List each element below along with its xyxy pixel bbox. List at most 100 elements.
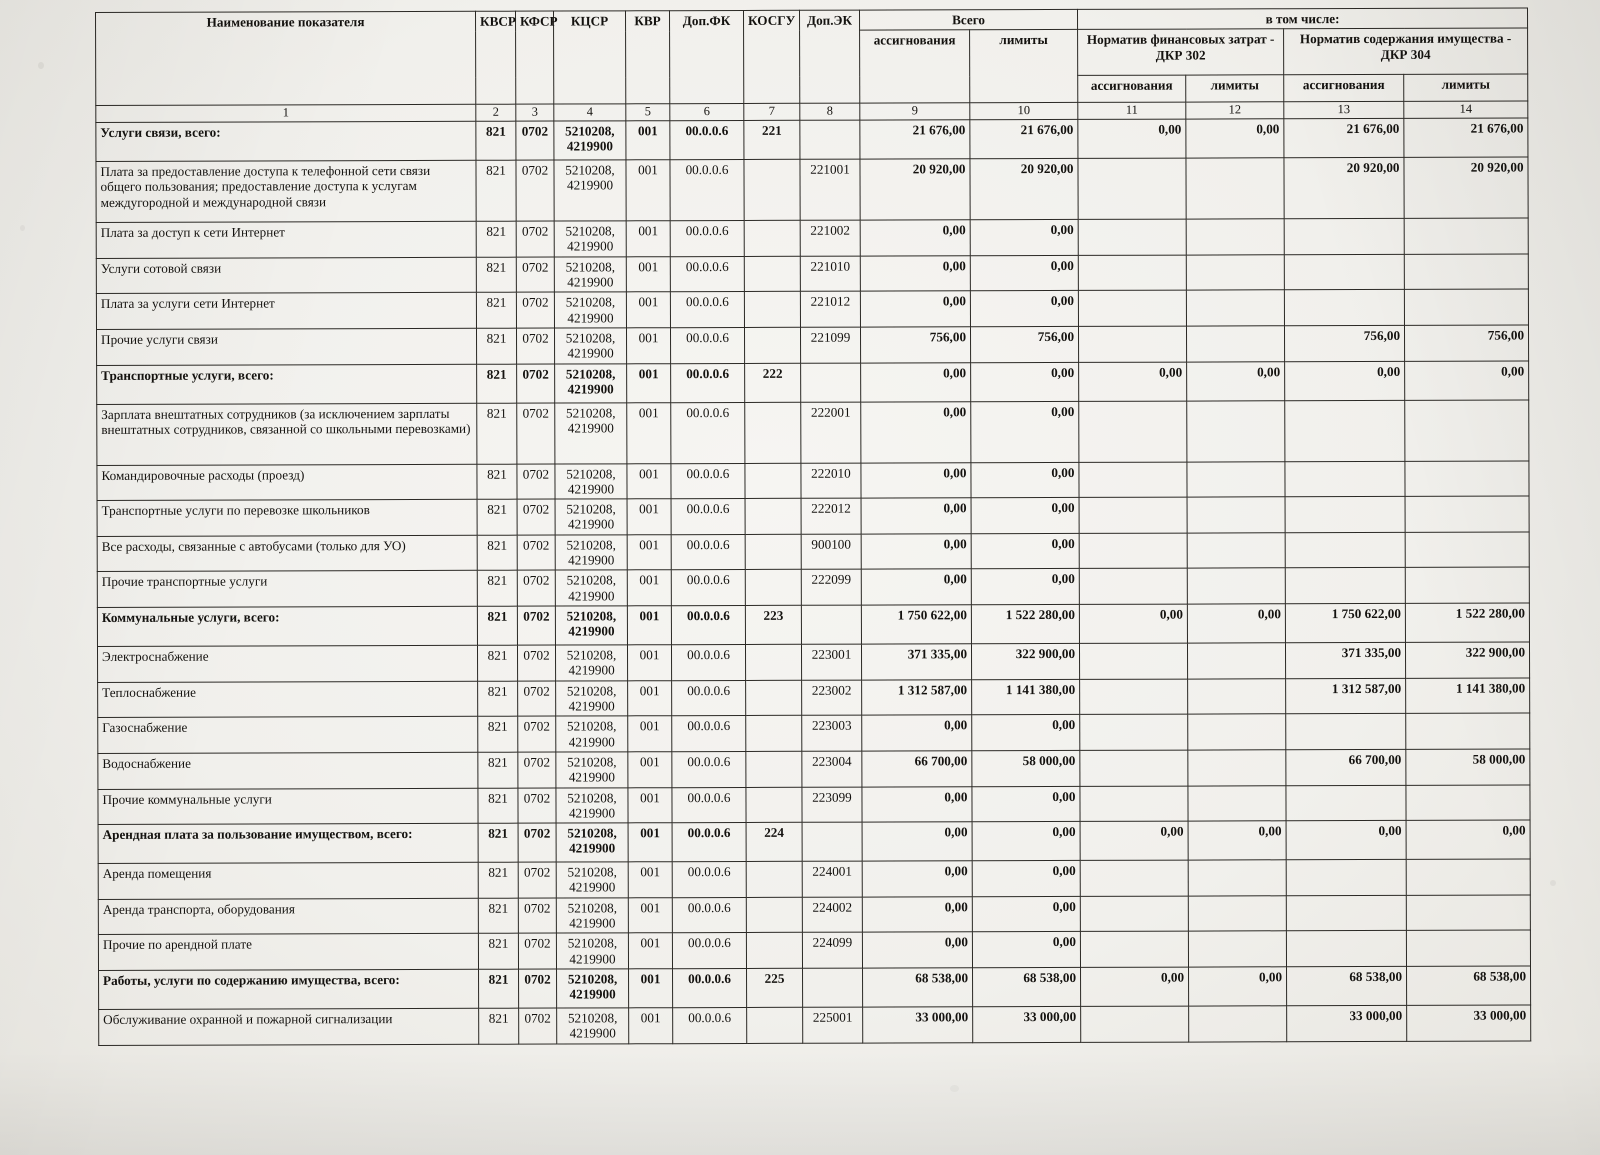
row-dopfk: 00.0.0.6: [670, 256, 745, 292]
kcsr-line-2: 4219900: [569, 951, 616, 967]
kcsr-line-2: 4219900: [569, 840, 616, 856]
row-value-14: [1406, 894, 1531, 931]
col-number-5: 5: [625, 103, 670, 121]
row-name: Обслуживание охранной и пожарной сигнали…: [98, 1008, 479, 1046]
row-value-10: 68 538,00: [972, 967, 1081, 1007]
row-kvsr: 821: [477, 680, 518, 717]
col-number-7: 7: [743, 103, 800, 121]
row-kvr: 001: [627, 787, 673, 823]
row-value-9: 0,00: [862, 932, 973, 969]
row-dopfk: 00.0.0.6: [670, 362, 745, 403]
row-value-9: 0,00: [860, 462, 972, 499]
row-kcsr: 5210208, 4219900: [555, 680, 628, 717]
row-dopek: [802, 822, 863, 862]
row-value-10: 0,00: [972, 860, 1081, 897]
row-kosgu: [744, 462, 802, 499]
row-kvr: 001: [626, 363, 671, 403]
header-304-limits: лимиты: [1403, 73, 1528, 102]
row-value-12: 0,00: [1186, 361, 1285, 401]
kcsr-line-1: 5210208,: [566, 465, 616, 482]
row-kfsr: 0702: [515, 121, 554, 161]
row-value-11: [1079, 532, 1188, 569]
row-kosgu: [744, 291, 801, 328]
row-kvr: 001: [626, 256, 671, 293]
row-value-11: [1078, 461, 1188, 498]
row-value-9: 21 676,00: [859, 119, 970, 160]
row-dopfk: 00.0.0.6: [672, 1007, 747, 1044]
row-value-12: [1187, 496, 1286, 533]
row-value-10: 33 000,00: [972, 1006, 1081, 1043]
row-name: Услуги связи, всего:: [95, 121, 476, 162]
row-value-14: [1405, 713, 1530, 750]
row-value-14: [1406, 930, 1531, 967]
header-norm-304: Норматив содержания имущества - ДКР 304: [1283, 28, 1528, 75]
row-kvr: 001: [626, 220, 671, 257]
row-kvsr: 821: [477, 534, 518, 571]
row-name: Прочие по арендной плате: [98, 933, 479, 971]
row-value-11: [1077, 158, 1187, 220]
row-name: Электроснабжение: [97, 645, 478, 683]
row-dopek: 224002: [802, 896, 863, 933]
row-kosgu: [746, 1007, 803, 1044]
row-dopek: 222010: [800, 462, 862, 499]
row-name: Теплоснабжение: [97, 680, 478, 718]
row-value-13: 371 335,00: [1285, 642, 1406, 679]
row-kosgu: [746, 932, 803, 969]
row-dopfk: 00.0.0.6: [672, 897, 747, 934]
row-value-10: 756,00: [970, 326, 1079, 363]
row-value-10: 0,00: [971, 497, 1080, 534]
row-value-10: 322 900,00: [971, 643, 1080, 680]
row-kcsr: 5210208, 4219900: [554, 402, 627, 464]
row-name: Прочие транспортные услуги: [97, 570, 478, 608]
kcsr-line-1: 5210208,: [566, 682, 617, 699]
scan-speck: [20, 225, 25, 231]
row-dopfk: 00.0.0.6: [671, 786, 747, 823]
row-value-11: [1078, 325, 1187, 362]
row-name: Зарплата внештатных сотрудников (за искл…: [96, 402, 477, 465]
row-kcsr: 5210208, 4219900: [555, 787, 629, 824]
row-kfsr: 0702: [516, 402, 555, 464]
row-value-12: [1186, 218, 1285, 255]
row-value-9: 0,00: [862, 821, 973, 862]
row-value-9: 0,00: [860, 401, 971, 463]
row-value-14: 58 000,00: [1405, 748, 1530, 785]
row-dopfk: 00.0.0.6: [671, 569, 746, 606]
row-value-12: [1186, 461, 1286, 498]
row-kfsr: 0702: [517, 751, 556, 788]
row-kcsr: 5210208, 4219900: [553, 120, 626, 161]
kcsr-line-2: 4219900: [568, 623, 615, 639]
row-kosgu: [744, 327, 801, 363]
row-value-13: [1284, 254, 1405, 291]
row-value-10: 0,00: [970, 290, 1079, 327]
row-value-12: [1188, 1005, 1287, 1042]
table-row: Газоснабжение 821 0702 5210208, 4219900 001 00…: [97, 713, 1530, 754]
table-row-total: Коммунальные услуги, всего: 821 0702 521020…: [97, 602, 1530, 647]
row-kfsr: 0702: [518, 862, 557, 898]
kcsr-line-1: 5210208,: [567, 864, 617, 880]
row-dopek: 221010: [800, 255, 861, 292]
row-kfsr: 0702: [517, 680, 556, 717]
row-value-11: [1079, 749, 1188, 786]
row-kcsr: 5210208, 4219900: [554, 463, 628, 500]
row-value-12: 0,00: [1187, 603, 1286, 644]
row-value-9: 0,00: [862, 896, 973, 933]
row-value-12: [1188, 895, 1287, 932]
header-dopfk: Доп.ФК: [669, 10, 744, 104]
row-value-14: 20 920,00: [1403, 156, 1529, 219]
row-kvsr: 821: [475, 160, 517, 222]
row-name: Плата за услуги сети Интернет: [96, 292, 477, 330]
row-value-13: 66 700,00: [1285, 749, 1406, 786]
header-kosgu: КОСГУ: [743, 10, 800, 104]
row-kvr: 001: [625, 159, 671, 221]
row-kfsr: 0702: [515, 160, 555, 222]
row-kcsr: 5210208, 4219900: [556, 933, 629, 970]
header-dopek: Доп.ЭК: [799, 10, 860, 104]
row-value-12: [1188, 859, 1287, 896]
kcsr-line-1: 5210208,: [567, 825, 617, 841]
row-value-13: 0,00: [1286, 820, 1407, 860]
row-kvr: 001: [627, 644, 672, 681]
row-value-13: 0,00: [1284, 360, 1405, 401]
row-kosgu: [746, 861, 803, 898]
row-value-11: [1079, 714, 1188, 751]
kcsr-line-1: 5210208,: [565, 365, 616, 382]
